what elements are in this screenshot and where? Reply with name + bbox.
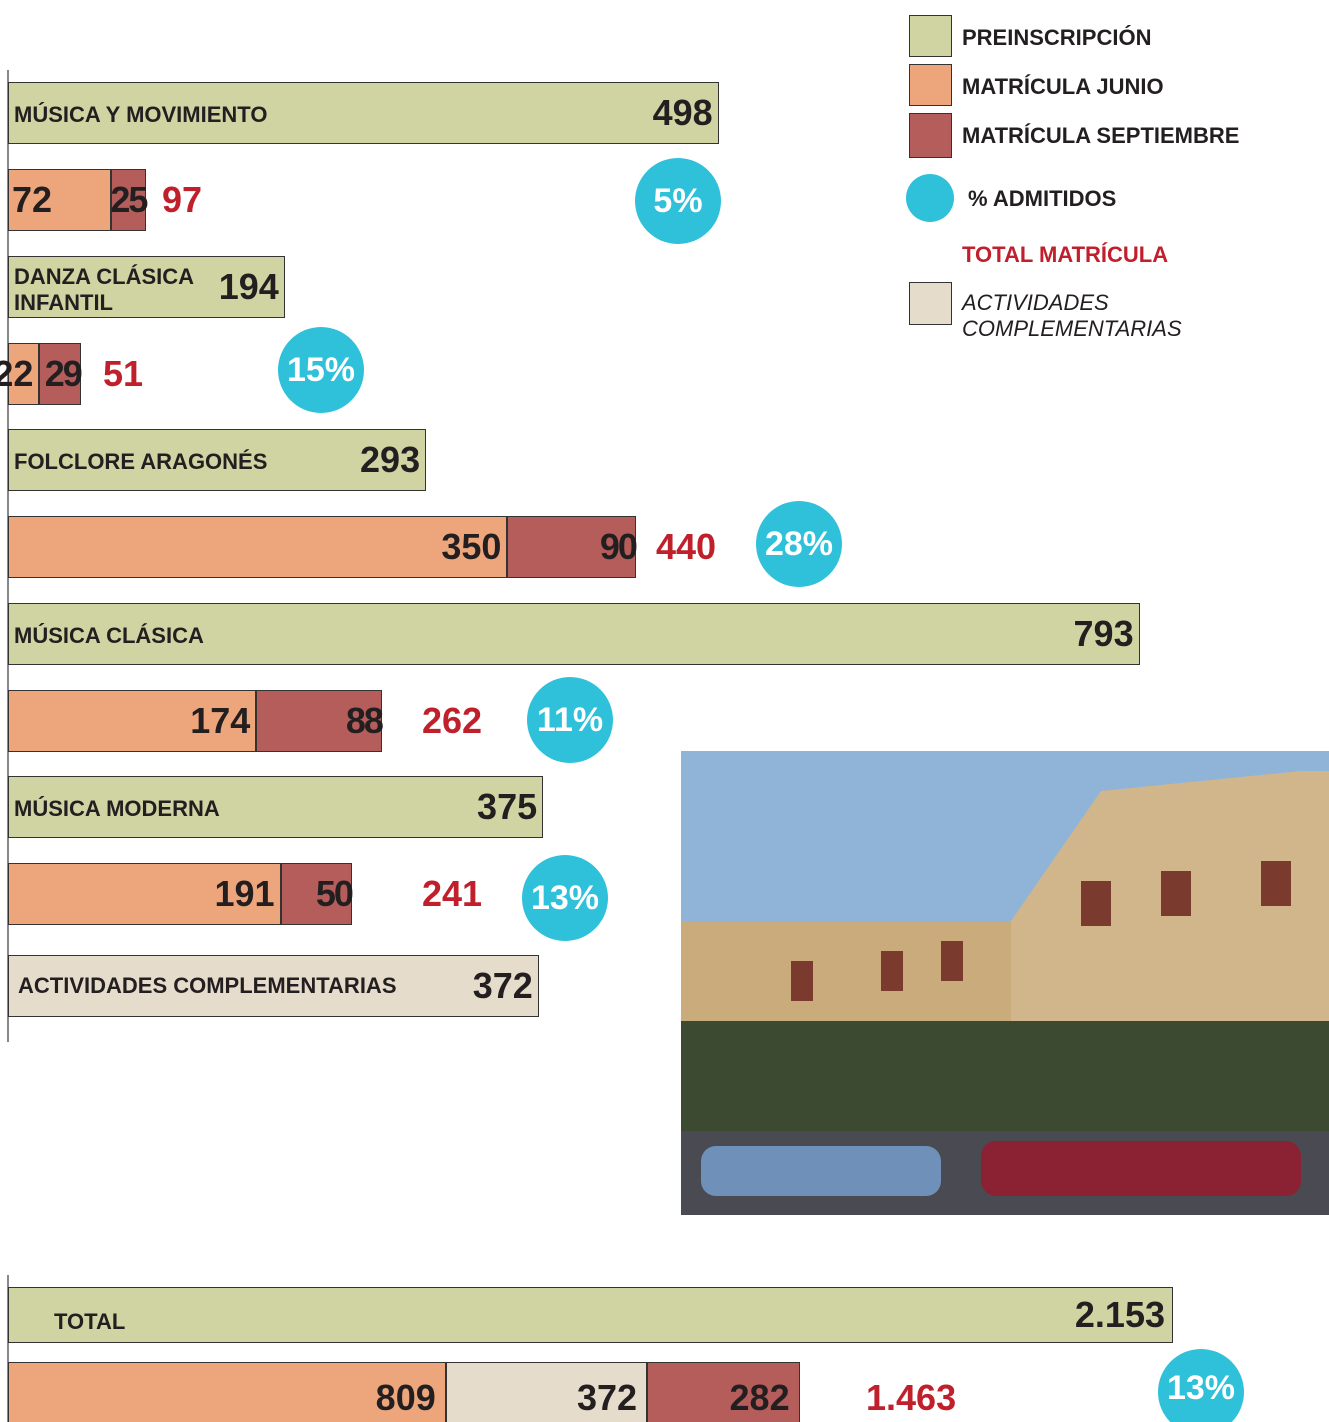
value-label: 72 [8,169,105,231]
infographic: PREINSCRIPCIÓN MATRÍCULA JUNIO MATRÍCULA S… [0,0,1329,1422]
value-label: 174 [8,690,250,752]
value-label: 194 [8,256,279,318]
legend-label: TOTAL MATRÍCULA [962,242,1168,268]
admitted-label: 11% [537,701,603,740]
admitted-label: 28% [765,525,833,564]
admitted-label: 13% [1167,1369,1235,1408]
value-label: 29 [39,343,80,405]
value-label: 809 [8,1370,436,1422]
admitted-label: 15% [287,351,355,390]
legend-label: MATRÍCULA SEPTIEMBRE [962,123,1239,149]
admitted-circle: 15% [278,327,364,413]
legend-label: PREINSCRIPCIÓN [962,25,1151,51]
photo [681,751,1329,1215]
admitted-circle: 13% [1158,1349,1244,1422]
value-label: 2.153 [8,1287,1165,1343]
admitted-circle: 11% [527,677,613,763]
value-label: 350 [8,516,501,578]
legend-swatch [909,15,952,57]
legend-swatch [909,113,952,158]
value-label: 498 [8,82,713,144]
value-label: 88 [256,690,382,752]
total-label: 262 [422,690,482,752]
legend-label: ACTIVIDADES COMPLEMENTARIAS [962,290,1329,342]
legend-label: MATRÍCULA JUNIO [962,74,1164,100]
value-label: 22 [8,343,33,405]
total-label: 241 [422,863,482,925]
admitted-circle: 13% [522,855,608,941]
total-label: 1.463 [866,1370,956,1422]
admitted-circle: 28% [756,501,842,587]
admitted-label: 13% [531,879,599,918]
value-label: 372 [8,955,533,1017]
total-label: 440 [656,516,716,578]
value-label: 372 [446,1370,637,1422]
legend-swatch [906,174,954,222]
value-label: 25 [111,169,147,231]
value-label: 90 [507,516,635,578]
admitted-label: 5% [653,182,702,221]
value-label: 375 [8,776,537,838]
value-label: 282 [647,1370,790,1422]
legend-label: % ADMITIDOS [968,186,1116,212]
legend-swatch [909,64,952,106]
total-label: 97 [162,169,202,231]
value-label: 50 [281,863,352,925]
admitted-circle: 5% [635,158,721,244]
value-label: 191 [8,863,275,925]
total-label: 51 [103,343,143,405]
value-label: 293 [8,429,420,491]
value-label: 793 [8,603,1134,665]
legend-swatch [909,282,952,325]
